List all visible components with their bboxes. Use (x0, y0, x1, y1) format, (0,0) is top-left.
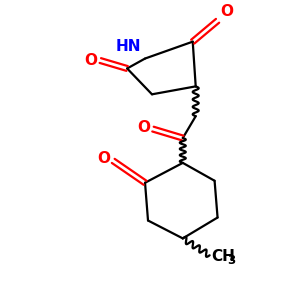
Text: HN: HN (116, 39, 141, 54)
Text: CH: CH (212, 249, 236, 264)
Text: O: O (97, 152, 110, 166)
Text: 3: 3 (227, 254, 236, 267)
Text: O: O (84, 53, 97, 68)
Text: O: O (220, 4, 233, 19)
Text: O: O (137, 120, 150, 135)
